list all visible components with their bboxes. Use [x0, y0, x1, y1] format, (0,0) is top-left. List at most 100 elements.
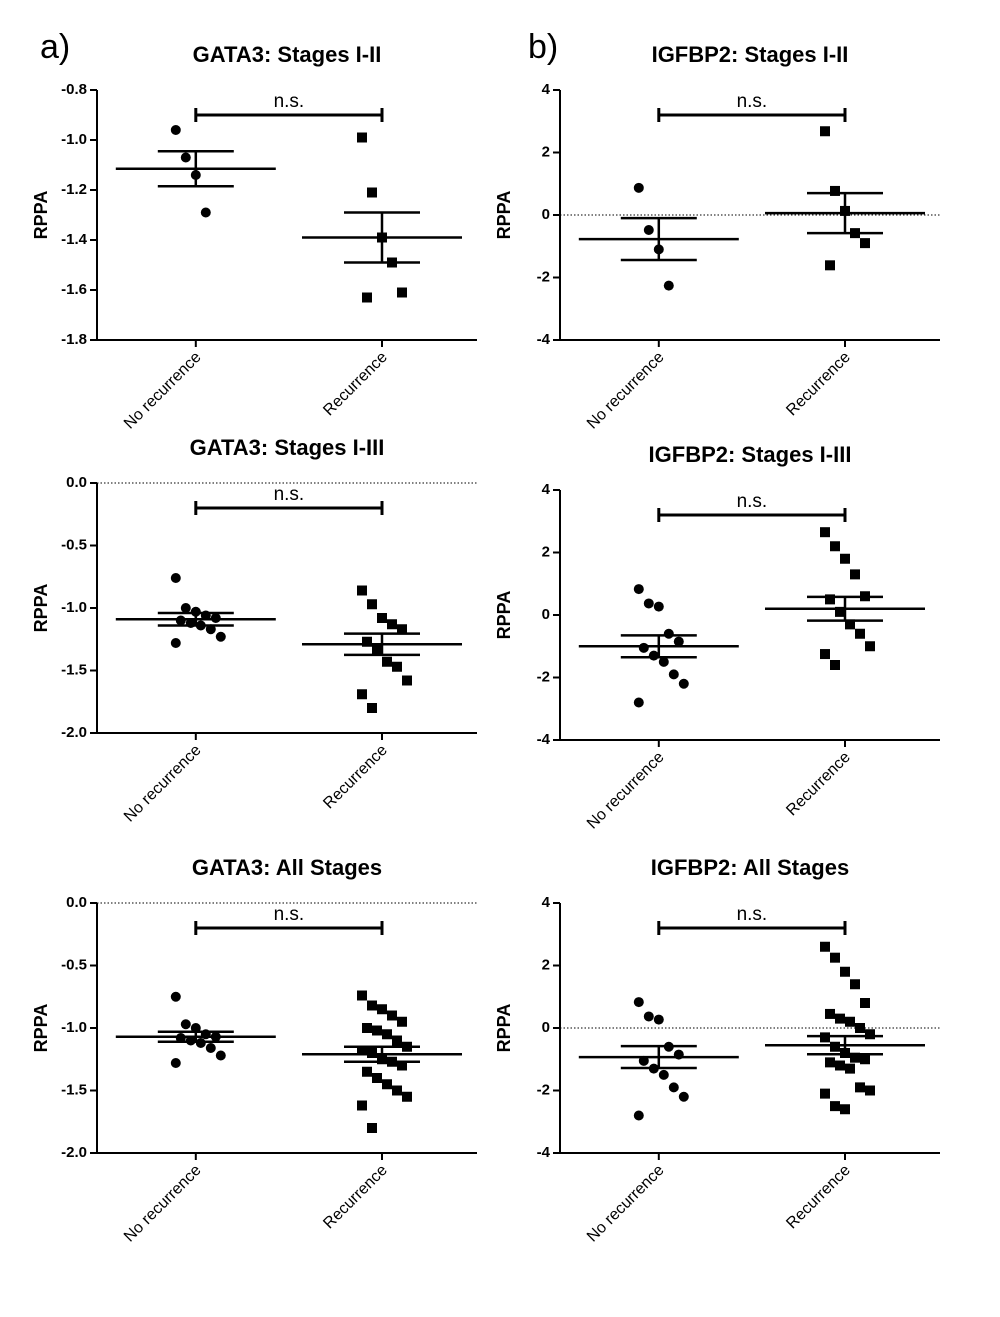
data-point — [850, 979, 860, 990]
data-point — [170, 638, 181, 648]
data-point — [663, 280, 674, 291]
data-point — [357, 689, 367, 700]
data-point — [180, 603, 191, 613]
data-point — [382, 656, 392, 667]
y-tick-label: 0.0 — [66, 474, 87, 491]
chart-title: GATA3: Stages I-III — [190, 435, 385, 460]
data-point — [397, 287, 407, 298]
data-point — [633, 182, 644, 193]
data-point — [387, 619, 397, 630]
data-point — [845, 619, 855, 630]
x-tick-label: No recurrence — [584, 749, 668, 833]
data-point — [382, 1079, 392, 1090]
data-point — [855, 628, 865, 639]
y-tick-label: 4 — [542, 894, 551, 911]
data-point — [668, 669, 679, 680]
data-point — [382, 1029, 392, 1040]
data-point — [643, 1011, 654, 1022]
y-axis-label: RPPA — [31, 584, 51, 633]
data-point — [633, 584, 644, 595]
data-point — [633, 1110, 644, 1121]
data-point — [377, 613, 387, 623]
data-point — [643, 598, 654, 609]
y-tick-label: -4 — [537, 1144, 551, 1161]
data-point — [855, 1023, 865, 1033]
y-tick-label: -4 — [537, 331, 551, 348]
data-point — [830, 1101, 840, 1112]
data-point — [840, 553, 850, 564]
data-point — [372, 644, 382, 655]
y-tick-label: 0 — [542, 1019, 550, 1036]
data-point — [865, 641, 875, 652]
x-tick-label: No recurrence — [584, 349, 668, 433]
y-tick-label: 2 — [542, 143, 550, 160]
y-tick-label: -4 — [537, 731, 551, 748]
data-point — [397, 1060, 407, 1071]
y-tick-label: -1.0 — [61, 1019, 87, 1036]
data-point — [392, 1085, 402, 1096]
data-point — [860, 998, 870, 1008]
y-tick-label: -2 — [537, 668, 550, 685]
data-point — [367, 1000, 377, 1011]
data-point — [668, 1082, 679, 1093]
data-point — [678, 1091, 689, 1102]
y-tick-label: -0.8 — [61, 81, 87, 98]
data-point — [367, 703, 377, 713]
data-point — [170, 1058, 181, 1068]
data-point — [357, 585, 367, 596]
data-point — [362, 1023, 372, 1033]
data-point — [825, 260, 835, 271]
data-point — [653, 601, 664, 612]
y-axis-label: RPPA — [494, 1004, 514, 1053]
significance-label: n.s. — [274, 904, 305, 925]
significance-label: n.s. — [737, 91, 768, 112]
data-point — [830, 541, 840, 552]
data-point — [673, 636, 684, 647]
y-tick-label: -1.5 — [61, 1081, 87, 1098]
data-point — [387, 1010, 397, 1021]
panel-label: b) — [528, 28, 558, 66]
chart-title: IGFBP2: Stages I-II — [652, 42, 849, 67]
data-point — [820, 649, 830, 660]
y-tick-label: -2 — [537, 1081, 550, 1098]
data-point — [820, 1088, 830, 1099]
data-point — [357, 1045, 367, 1056]
x-tick-label: Recurrence — [783, 349, 854, 420]
y-axis-label: RPPA — [31, 1004, 51, 1053]
data-point — [860, 238, 870, 249]
chart-title: IGFBP2: All Stages — [651, 855, 849, 880]
significance-label: n.s. — [274, 91, 305, 112]
data-point — [180, 1019, 191, 1030]
data-point — [397, 1016, 407, 1027]
chart-title: GATA3: Stages I-II — [193, 42, 382, 67]
x-tick-label: No recurrence — [121, 742, 205, 826]
y-tick-label: 0 — [542, 206, 550, 223]
y-axis-label: RPPA — [494, 191, 514, 240]
x-tick-label: Recurrence — [320, 742, 391, 813]
x-tick-label: No recurrence — [121, 1162, 205, 1246]
data-point — [825, 594, 835, 605]
y-tick-label: 2 — [542, 956, 550, 973]
data-point — [830, 1041, 840, 1052]
y-tick-label: -0.5 — [61, 536, 87, 553]
data-point — [663, 628, 674, 639]
data-point — [367, 1123, 377, 1133]
y-tick-label: 4 — [542, 481, 551, 498]
data-point — [362, 636, 372, 647]
data-point — [200, 207, 211, 218]
data-point — [643, 225, 654, 235]
data-point — [845, 1063, 855, 1074]
y-tick-label: 4 — [542, 81, 551, 98]
data-point — [362, 292, 372, 303]
y-tick-label: -1.0 — [61, 599, 87, 616]
data-point — [170, 573, 181, 583]
y-tick-label: 0 — [542, 606, 550, 623]
data-point — [372, 1025, 382, 1036]
data-point — [377, 1004, 387, 1015]
data-point — [850, 569, 860, 580]
data-point — [362, 1066, 372, 1077]
data-point — [215, 631, 226, 642]
data-point — [840, 1104, 850, 1115]
y-tick-label: -2.0 — [61, 1144, 87, 1161]
data-point — [367, 599, 377, 610]
